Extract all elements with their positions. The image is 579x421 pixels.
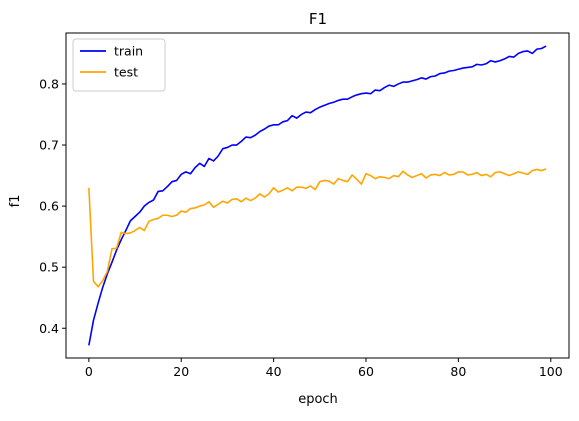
y-tick-label: 0.4 bbox=[39, 321, 59, 336]
x-tick-label: 0 bbox=[85, 364, 93, 379]
labels-layer: F1 epoch f1 bbox=[8, 10, 338, 407]
x-tick-label: 60 bbox=[358, 364, 374, 379]
series-line-test bbox=[88, 168, 547, 288]
plot-frame bbox=[65, 32, 570, 359]
legend-label-test: test bbox=[114, 65, 138, 80]
x-tick-label: 80 bbox=[450, 364, 466, 379]
x-axis-label: epoch bbox=[298, 392, 338, 407]
x-tick-label: 20 bbox=[173, 364, 189, 379]
x-tick-label: 40 bbox=[266, 364, 282, 379]
legend: train test bbox=[72, 38, 166, 92]
legend-box bbox=[72, 38, 166, 92]
series-layer bbox=[88, 45, 547, 346]
chart-title: F1 bbox=[309, 10, 327, 28]
axes-layer: 0 20 40 60 80 100 0.4 0.5 0.6 0.7 0.8 bbox=[39, 32, 570, 379]
y-tick-label: 0.6 bbox=[39, 199, 59, 214]
y-tick-label: 0.8 bbox=[39, 76, 59, 91]
series-line-train bbox=[88, 45, 547, 346]
legend-label-train: train bbox=[114, 44, 143, 59]
y-tick-label: 0.7 bbox=[39, 138, 59, 153]
x-tick-label: 100 bbox=[539, 364, 563, 379]
y-tick-label: 0.5 bbox=[39, 260, 59, 275]
y-axis-label: f1 bbox=[8, 195, 23, 208]
